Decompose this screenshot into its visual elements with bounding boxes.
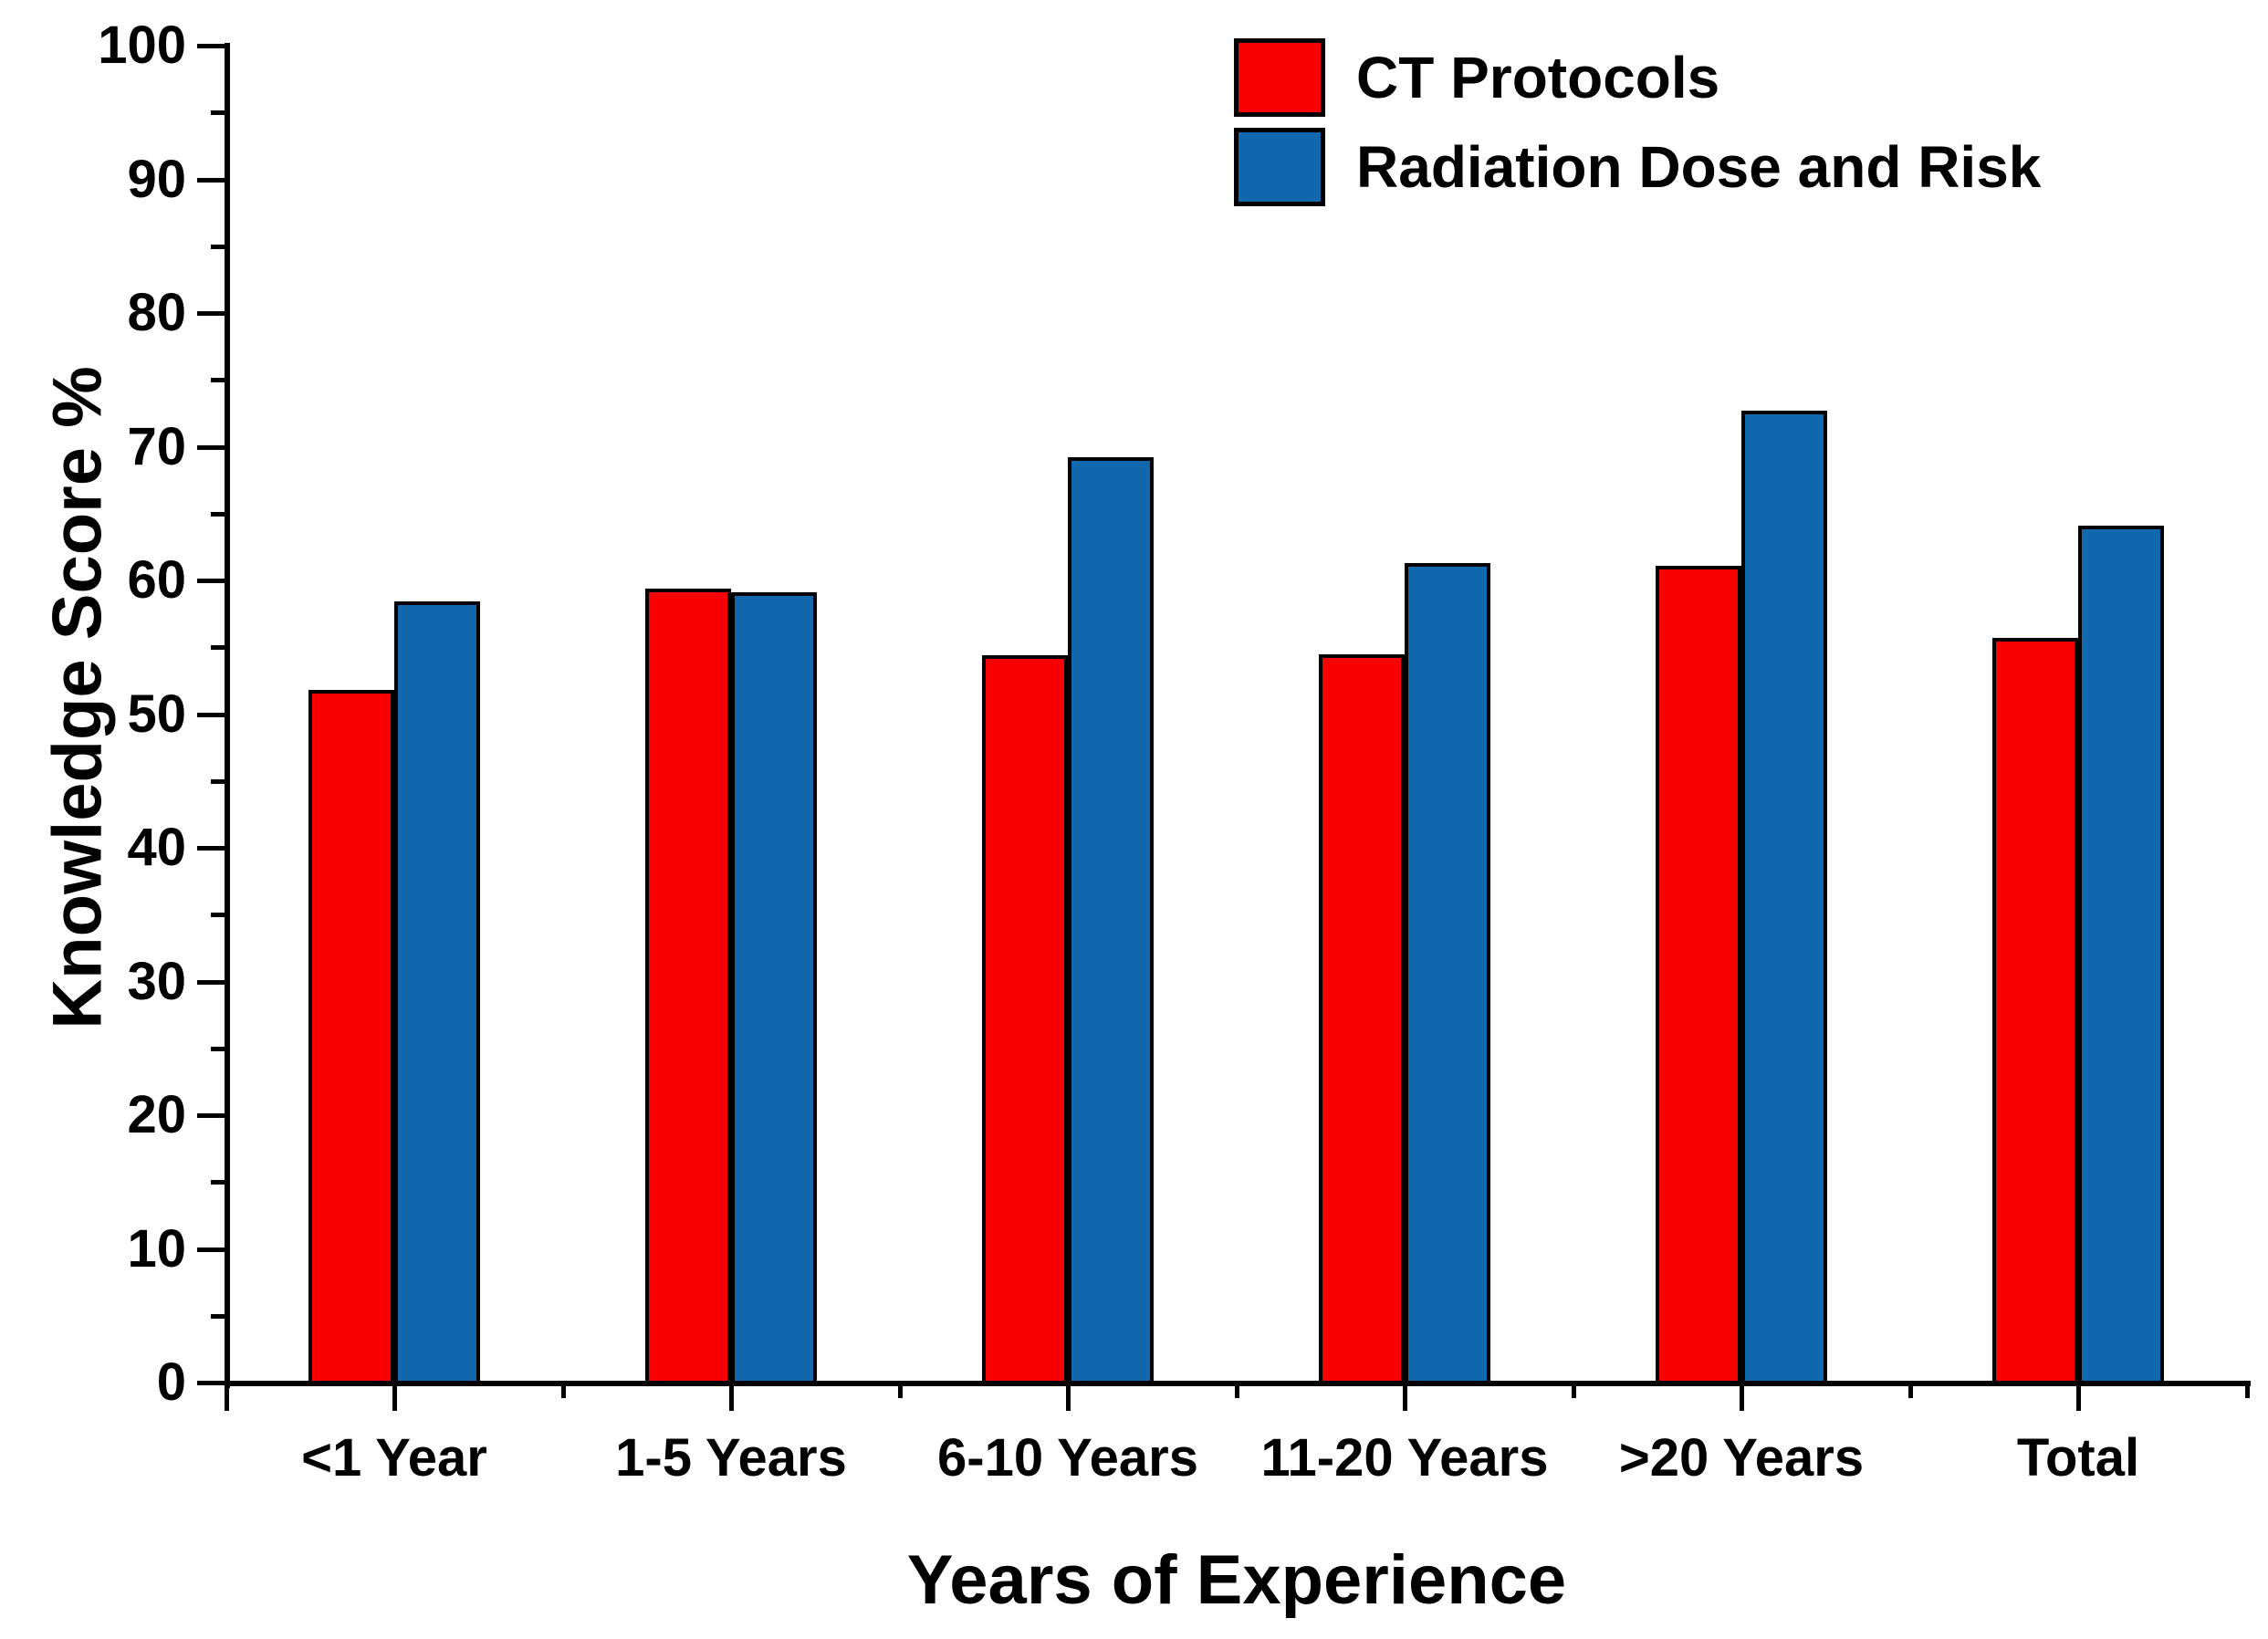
bar-ct-protocols-4 bbox=[1319, 653, 1405, 1384]
y-minor-tick bbox=[211, 378, 225, 383]
y-tick-label: 90 bbox=[127, 149, 186, 209]
y-minor-tick bbox=[211, 1313, 225, 1319]
x-major-tick bbox=[1066, 1385, 1071, 1411]
y-tick-label: 20 bbox=[127, 1085, 186, 1144]
x-minor-tick bbox=[560, 1385, 566, 1398]
y-minor-tick bbox=[211, 913, 225, 918]
y-minor-tick bbox=[211, 110, 225, 116]
x-major-tick bbox=[392, 1385, 397, 1411]
y-minor-tick bbox=[211, 645, 225, 651]
y-minor-tick bbox=[211, 1180, 225, 1185]
y-tick-label: 80 bbox=[127, 283, 186, 342]
y-axis-line bbox=[225, 43, 230, 1388]
x-major-tick bbox=[1403, 1385, 1407, 1411]
x-tick-label: Total bbox=[2016, 1428, 2140, 1488]
x-tick-label: >20 Years bbox=[1618, 1428, 1865, 1488]
x-tick-label: 6-10 Years bbox=[937, 1428, 1198, 1488]
x-axis-corner-tick bbox=[225, 1385, 229, 1411]
y-tick-label: 70 bbox=[127, 416, 186, 476]
y-major-tick bbox=[197, 311, 225, 316]
x-major-tick bbox=[2076, 1385, 2081, 1411]
legend: CT Protocols Radiation Dose and Risk bbox=[1234, 38, 2041, 217]
y-minor-tick bbox=[211, 778, 225, 784]
bar-radiation-dose-and-risk-6 bbox=[2078, 525, 2164, 1384]
y-major-tick bbox=[197, 712, 225, 717]
y-tick-label: 0 bbox=[156, 1352, 186, 1412]
x-minor-tick bbox=[2244, 1385, 2250, 1398]
y-major-tick bbox=[197, 979, 225, 985]
y-minor-tick bbox=[211, 511, 225, 517]
y-major-tick bbox=[197, 44, 225, 48]
x-major-tick bbox=[1740, 1385, 1744, 1411]
y-major-tick bbox=[197, 579, 225, 583]
y-major-tick bbox=[197, 444, 225, 450]
legend-swatch-ct-protocols bbox=[1234, 38, 1325, 117]
y-major-tick bbox=[197, 1247, 225, 1252]
bar-radiation-dose-and-risk-3 bbox=[1068, 457, 1154, 1384]
x-minor-tick bbox=[1571, 1385, 1576, 1398]
y-major-tick bbox=[197, 177, 225, 183]
bar-ct-protocols-6 bbox=[1992, 637, 2078, 1384]
bar-radiation-dose-and-risk-5 bbox=[1741, 410, 1827, 1384]
legend-item-ct-protocols: CT Protocols bbox=[1234, 38, 2041, 117]
legend-label-radiation-dose-and-risk: Radiation Dose and Risk bbox=[1356, 134, 2042, 200]
y-minor-tick bbox=[211, 244, 225, 249]
legend-item-radiation-dose-and-risk: Radiation Dose and Risk bbox=[1234, 128, 2041, 206]
x-tick-label: 1-5 Years bbox=[615, 1428, 847, 1488]
y-major-tick bbox=[197, 846, 225, 851]
x-major-tick bbox=[729, 1385, 734, 1411]
y-tick-label: 50 bbox=[127, 684, 186, 744]
legend-label-ct-protocols: CT Protocols bbox=[1356, 45, 1720, 110]
x-minor-tick bbox=[1234, 1385, 1239, 1398]
bar-ct-protocols-1 bbox=[308, 690, 394, 1384]
bar-ct-protocols-3 bbox=[982, 655, 1068, 1384]
y-minor-tick bbox=[211, 1046, 225, 1051]
y-major-tick bbox=[197, 1381, 225, 1385]
x-axis-line bbox=[225, 1381, 2251, 1386]
x-tick-label: <1 Year bbox=[301, 1428, 487, 1488]
x-tick-label: 11-20 Years bbox=[1260, 1428, 1549, 1488]
y-tick-label: 40 bbox=[127, 818, 186, 877]
bar-radiation-dose-and-risk-2 bbox=[731, 592, 817, 1384]
bar-ct-protocols-5 bbox=[1656, 565, 1741, 1384]
y-tick-label: 60 bbox=[127, 550, 186, 610]
legend-swatch-radiation-dose-and-risk bbox=[1234, 128, 1325, 206]
y-major-tick bbox=[197, 1113, 225, 1118]
y-tick-label: 10 bbox=[127, 1218, 186, 1279]
x-minor-tick bbox=[897, 1385, 903, 1398]
y-tick-label: 100 bbox=[98, 16, 186, 75]
x-axis-title: Years of Experience bbox=[906, 1541, 1567, 1619]
bar-radiation-dose-and-risk-4 bbox=[1405, 562, 1490, 1384]
x-minor-tick bbox=[1907, 1385, 1913, 1398]
y-tick-label: 30 bbox=[127, 951, 186, 1011]
bar-radiation-dose-and-risk-1 bbox=[394, 601, 480, 1384]
bar-ct-protocols-2 bbox=[645, 588, 731, 1384]
